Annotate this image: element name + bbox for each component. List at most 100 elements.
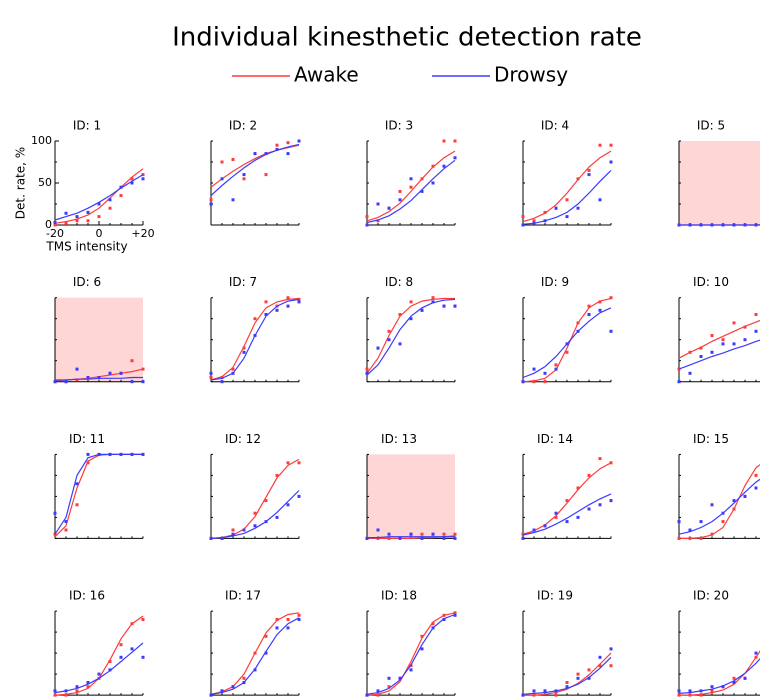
data-point bbox=[97, 376, 101, 379]
data-point bbox=[253, 317, 257, 321]
panel-title: ID: 8 bbox=[385, 275, 413, 289]
data-point bbox=[431, 532, 435, 536]
data-point bbox=[688, 693, 692, 697]
data-point bbox=[253, 668, 257, 672]
data-point bbox=[398, 676, 402, 680]
panel-title: ID: 18 bbox=[381, 589, 417, 603]
data-point bbox=[286, 618, 290, 621]
data-point bbox=[677, 536, 681, 540]
data-point bbox=[130, 452, 134, 456]
data-point bbox=[297, 300, 301, 304]
data-point bbox=[521, 532, 525, 536]
x-tick-label: 0 bbox=[96, 227, 103, 240]
data-point bbox=[743, 338, 747, 342]
data-point bbox=[521, 693, 525, 697]
data-point bbox=[576, 321, 580, 325]
data-point bbox=[565, 499, 569, 503]
data-point bbox=[598, 308, 602, 312]
data-point bbox=[108, 206, 112, 210]
data-point bbox=[420, 177, 424, 181]
fit-curve bbox=[210, 617, 300, 695]
data-point bbox=[609, 664, 613, 668]
data-point bbox=[598, 457, 602, 461]
data-point bbox=[86, 681, 90, 684]
data-point bbox=[453, 611, 457, 615]
data-point bbox=[587, 507, 591, 511]
data-point bbox=[376, 219, 380, 223]
data-point bbox=[220, 376, 224, 379]
data-point bbox=[688, 536, 692, 540]
data-point bbox=[108, 668, 112, 672]
data-point bbox=[64, 520, 68, 524]
data-point bbox=[710, 223, 714, 227]
fit-curve bbox=[210, 143, 300, 197]
data-point bbox=[598, 655, 602, 659]
data-point bbox=[398, 342, 402, 346]
fit-curve bbox=[522, 150, 612, 223]
data-point bbox=[565, 685, 569, 689]
data-point bbox=[297, 297, 301, 301]
data-point bbox=[286, 304, 290, 308]
fit-curve bbox=[678, 319, 760, 359]
data-point bbox=[97, 202, 101, 206]
data-point bbox=[264, 313, 268, 316]
data-point bbox=[543, 210, 547, 214]
data-point bbox=[598, 300, 602, 304]
data-point bbox=[442, 139, 446, 143]
data-point bbox=[220, 160, 224, 164]
data-point bbox=[119, 452, 123, 456]
data-point bbox=[554, 693, 558, 697]
data-point bbox=[754, 655, 758, 659]
data-point bbox=[442, 613, 446, 617]
data-point bbox=[532, 380, 536, 384]
data-point bbox=[754, 329, 758, 333]
data-point bbox=[442, 532, 446, 536]
data-point bbox=[442, 618, 446, 621]
data-point bbox=[521, 536, 525, 540]
data-point bbox=[53, 511, 57, 515]
data-point bbox=[598, 503, 602, 507]
data-point bbox=[420, 308, 424, 312]
data-point bbox=[565, 198, 569, 202]
fit-curve bbox=[522, 297, 612, 383]
data-point bbox=[242, 177, 246, 181]
data-point bbox=[141, 452, 145, 456]
data-point bbox=[409, 177, 413, 181]
fit-curve bbox=[366, 150, 456, 222]
data-point bbox=[710, 334, 714, 337]
panel-title: ID: 1 bbox=[73, 119, 101, 133]
data-point bbox=[275, 473, 279, 477]
data-point bbox=[398, 189, 402, 193]
data-point bbox=[64, 221, 68, 225]
data-point bbox=[732, 223, 736, 227]
data-point bbox=[732, 676, 736, 680]
data-point bbox=[710, 532, 714, 536]
data-point bbox=[565, 520, 569, 524]
data-point bbox=[587, 668, 591, 672]
data-point bbox=[420, 634, 424, 638]
panel-title: ID: 5 bbox=[697, 119, 725, 133]
data-point bbox=[220, 380, 224, 384]
data-point bbox=[108, 452, 112, 456]
x-axis-label: TMS intensity bbox=[45, 240, 127, 254]
fit-curve bbox=[522, 462, 612, 535]
data-point bbox=[130, 647, 134, 651]
fit-curve bbox=[366, 298, 456, 376]
data-point bbox=[231, 528, 235, 532]
shade bbox=[679, 141, 760, 225]
data-point bbox=[677, 520, 681, 524]
data-point bbox=[141, 618, 145, 621]
data-point bbox=[721, 685, 725, 689]
data-point bbox=[721, 520, 725, 524]
data-point bbox=[431, 622, 435, 626]
data-point bbox=[743, 325, 747, 329]
data-point bbox=[710, 689, 714, 693]
fit-curve bbox=[522, 656, 612, 695]
fit-curve bbox=[210, 490, 300, 539]
data-point bbox=[264, 651, 268, 655]
data-point bbox=[409, 668, 413, 672]
data-point bbox=[64, 211, 68, 215]
data-point bbox=[209, 536, 213, 540]
data-point bbox=[376, 689, 380, 693]
